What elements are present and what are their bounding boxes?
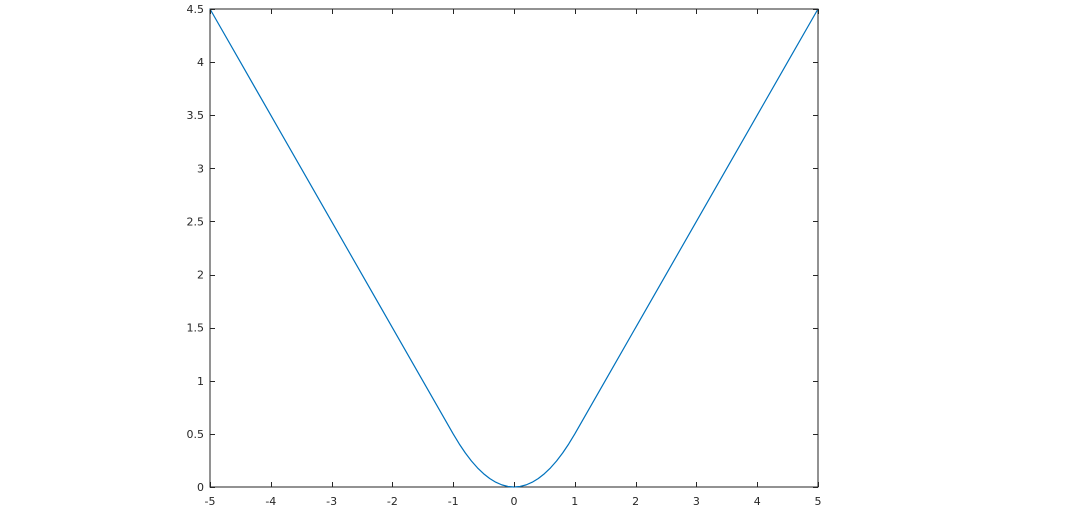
x-tick-label: -5 [205,495,216,508]
y-tick-label: 2 [197,269,204,282]
x-axis-ticks: -5 -4 -3 -2 -1 0 1 2 3 4 5 [205,9,822,508]
y-tick-label: 1.5 [187,322,205,335]
y-tick-label: 0 [197,481,204,494]
x-tick-label: 2 [632,495,639,508]
x-tick-label: 1 [571,495,578,508]
y-tick-label: 0.5 [187,428,205,441]
y-tick-label: 3 [197,162,204,175]
series-layer [209,8,819,488]
y-tick-label: 4 [197,56,204,69]
x-tick-label: 5 [815,495,822,508]
y-tick-label: 1 [197,375,204,388]
y-tick-label: 3.5 [187,109,205,122]
x-tick-label: 0 [511,495,518,508]
series-line [209,8,819,488]
y-tick-label: 4.5 [187,3,205,16]
y-axis-ticks: 0 0.5 1 1.5 2 2.5 3 3.5 4 4.5 [187,3,818,494]
x-tick-label: 3 [693,495,700,508]
x-tick-label: -4 [265,495,276,508]
y-tick-label: 2.5 [187,215,205,228]
x-tick-label: -2 [387,495,398,508]
x-tick-label: 4 [754,495,761,508]
x-tick-label: -3 [326,495,337,508]
plot-area-border [209,8,819,488]
x-tick-label: -1 [448,495,459,508]
axes [209,8,819,488]
